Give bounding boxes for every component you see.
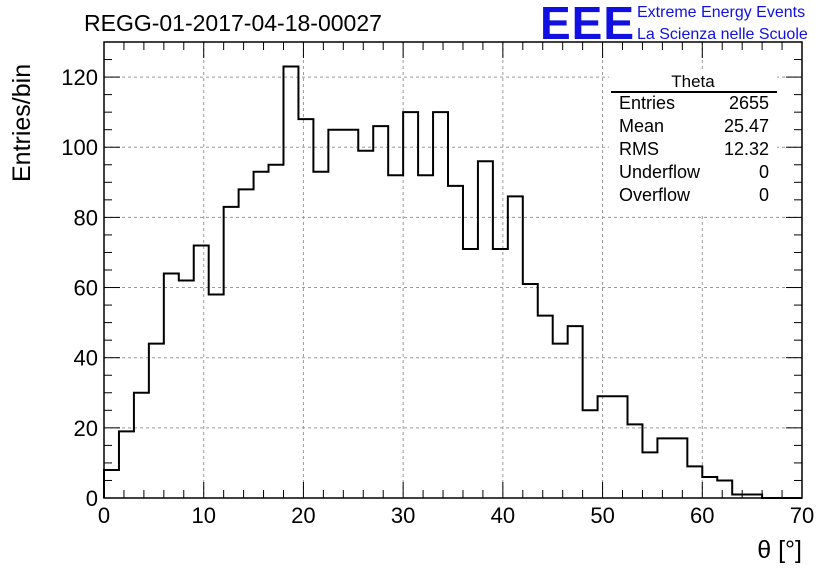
histogram-bin [538, 316, 553, 498]
y-tick-label: 100 [61, 135, 98, 160]
histogram-bin [209, 295, 224, 498]
x-tick-label: 70 [790, 503, 814, 528]
histogram-bin [478, 161, 493, 498]
histogram-bin [104, 470, 119, 498]
eee-logo-mark: EEE [540, 0, 636, 49]
histogram-bin [179, 281, 194, 498]
histogram-bin [687, 466, 702, 498]
x-axis-label: θ [°] [757, 536, 802, 564]
stats-row-overflow: Overflow 0 [619, 185, 769, 206]
histogram-bin [119, 431, 134, 498]
stats-row-mean: Mean 25.47 [619, 116, 769, 137]
histogram-bin [598, 396, 613, 498]
histogram-bin [418, 175, 433, 498]
histogram-bin [134, 393, 149, 498]
stats-value: 0 [758, 185, 769, 205]
stats-label: Entries [619, 93, 676, 113]
stats-value: 2655 [728, 93, 769, 113]
y-tick-label: 80 [74, 205, 98, 230]
x-tick-labels: 0 10 20 30 40 50 60 70 [98, 503, 814, 528]
x-tick-label: 30 [391, 503, 415, 528]
histogram-bin [343, 130, 358, 498]
x-tick-label: 60 [690, 503, 714, 528]
histogram-bin [224, 207, 239, 498]
histogram-bin [493, 249, 508, 498]
stats-value: 25.47 [723, 116, 769, 136]
stats-title: Theta [671, 72, 715, 91]
logo-line-2: La Scienza nelle Scuole [637, 26, 808, 43]
histogram-bin [403, 112, 418, 498]
y-tick-label: 40 [74, 346, 98, 371]
histogram-bin [283, 67, 298, 498]
stats-label: Overflow [619, 185, 691, 205]
y-tick-label: 20 [74, 416, 98, 441]
x-tick-label: 20 [291, 503, 315, 528]
histogram-bin [388, 175, 403, 498]
x-tick-label: 40 [491, 503, 515, 528]
histogram-bin [583, 410, 598, 498]
histogram-bin [568, 326, 583, 498]
histogram-bin [164, 274, 179, 498]
histogram-bin [628, 424, 643, 498]
x-tick-label: 50 [590, 503, 614, 528]
histogram-bin [642, 452, 657, 498]
histogram-bin [702, 477, 717, 498]
stats-label: Mean [619, 116, 665, 136]
histogram-bin [717, 480, 732, 498]
histogram-bin [254, 172, 269, 498]
stats-box: Theta Entries 2655 Mean 25.47 RMS 12.32 … [609, 72, 777, 214]
histogram-series [103, 65, 802, 499]
stats-row-underflow: Underflow 0 [619, 162, 769, 183]
histogram-bin [328, 130, 343, 498]
y-tick-labels: 0 20 40 60 80 100 120 [61, 65, 98, 511]
stats-row-entries: Entries 2655 [619, 93, 769, 114]
stats-value: 0 [758, 162, 769, 182]
stats-value: 12.32 [723, 139, 769, 159]
y-tick-label: 0 [86, 486, 98, 511]
y-tick-label: 60 [74, 276, 98, 301]
histogram-bin [613, 396, 628, 498]
histogram-bin [313, 172, 328, 498]
y-tick-label: 120 [61, 65, 98, 90]
histogram-bin [269, 165, 284, 498]
histogram-bin [508, 196, 523, 498]
logo-line-1: Extreme Energy Events [637, 4, 806, 21]
stats-row-rms: RMS 12.32 [619, 139, 769, 160]
y-axis-label: Entries/bin [8, 64, 36, 182]
histogram-bin [358, 151, 373, 498]
histogram-bin [657, 438, 672, 498]
x-tick-label: 0 [98, 503, 110, 528]
grid-lines [104, 42, 802, 498]
histogram-bin [448, 186, 463, 498]
stats-label: RMS [619, 139, 659, 159]
histogram-bin [298, 119, 313, 498]
histogram-bin [149, 344, 164, 498]
histogram-outline [103, 65, 802, 499]
histogram-bin [194, 245, 209, 498]
histogram-bin [373, 126, 388, 498]
chart-title: REGG-01-2017-04-18-00027 [84, 10, 382, 36]
histogram-bin [553, 344, 568, 498]
histogram-bin [239, 189, 254, 498]
stats-label: Underflow [619, 162, 701, 182]
histogram-bin [463, 249, 478, 498]
stats-divider [611, 91, 777, 93]
axis-ticks [103, 41, 803, 499]
histogram-bin [672, 438, 687, 498]
histogram-bin [433, 112, 448, 498]
histogram-bin [523, 284, 538, 498]
x-tick-label: 10 [191, 503, 215, 528]
